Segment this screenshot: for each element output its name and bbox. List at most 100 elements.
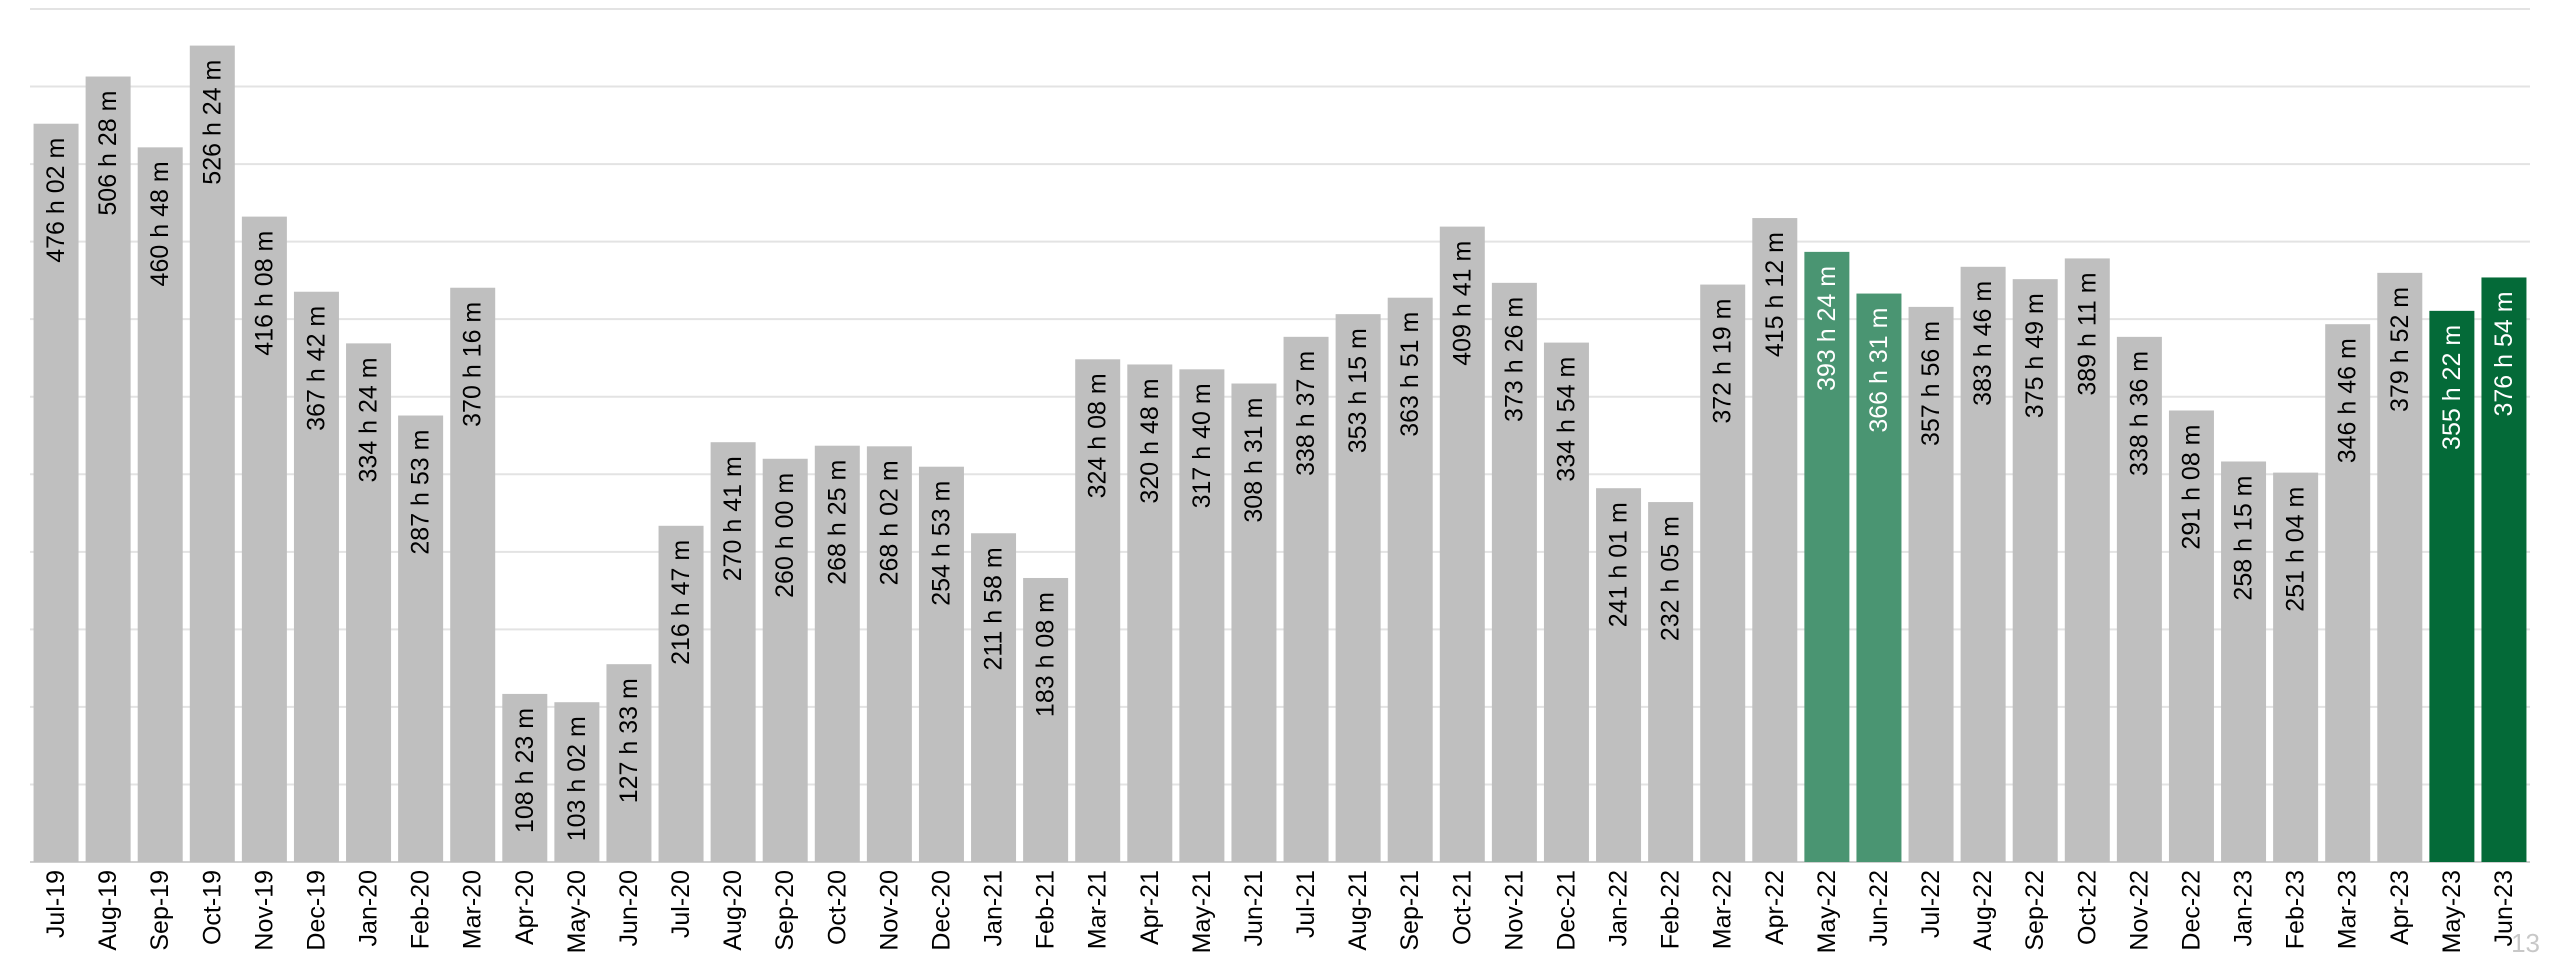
x-tick-label: Nov-20 xyxy=(875,870,903,951)
bar-value-label: 383 h 46 m xyxy=(1969,281,1997,406)
x-tick-label: May-23 xyxy=(2438,870,2466,953)
bar-sep-21 xyxy=(1387,297,1433,862)
bar-jul-20 xyxy=(658,525,704,862)
bar-value-label: 241 h 01 m xyxy=(1605,502,1633,627)
bar-jun-22 xyxy=(1856,293,1902,862)
bar-value-label: 268 h 25 m xyxy=(823,460,851,585)
bar-value-label: 108 h 23 m xyxy=(511,708,539,833)
bar-feb-22 xyxy=(1648,502,1694,862)
bar-jan-21 xyxy=(971,533,1017,862)
x-tick-label: Aug-22 xyxy=(1969,870,1997,951)
x-tick-label: Oct-19 xyxy=(198,870,226,945)
x-tick-label: Nov-21 xyxy=(1500,870,1528,951)
bar-may-23 xyxy=(2429,310,2475,863)
gridlines xyxy=(30,8,2530,863)
bar-value-label: 232 h 05 m xyxy=(1657,516,1685,641)
bar-feb-20 xyxy=(398,415,444,862)
bar-value-label: 393 h 24 m xyxy=(1813,266,1841,391)
bar-aug-19 xyxy=(85,76,131,863)
bar-value-label: 251 h 04 m xyxy=(2282,487,2310,612)
bar-value-label: 409 h 41 m xyxy=(1448,241,1476,366)
bar-value-label: 317 h 40 m xyxy=(1188,383,1216,508)
bar-sep-19 xyxy=(137,147,183,863)
x-tick-label: Dec-22 xyxy=(2177,870,2205,951)
bar-value-label: 211 h 58 m xyxy=(980,547,1008,670)
bar-nov-19 xyxy=(241,216,287,863)
x-tick-label: Jun-22 xyxy=(1865,870,1893,946)
bar-may-20 xyxy=(554,702,600,862)
bar-jun-23 xyxy=(2481,277,2527,862)
bar-dec-20 xyxy=(918,466,964,862)
bar-value-label: 338 h 37 m xyxy=(1292,351,1320,476)
x-tick-label: Aug-21 xyxy=(1344,870,1372,951)
x-tick-label: Aug-20 xyxy=(719,870,747,951)
x-tick-label: Aug-19 xyxy=(94,870,122,951)
bar-dec-22 xyxy=(2168,410,2214,862)
x-tick-label: Dec-21 xyxy=(1552,870,1580,951)
bar-value-label: 366 h 31 m xyxy=(1865,308,1893,433)
bar-jan-22 xyxy=(1596,488,1642,862)
bar-aug-21 xyxy=(1335,314,1381,862)
bar-value-label: 370 h 16 m xyxy=(459,302,487,427)
bar-value-label: 367 h 42 m xyxy=(302,306,330,431)
bar-value-label: 346 h 46 m xyxy=(2334,338,2362,463)
bar-value-label: 526 h 24 m xyxy=(198,60,226,185)
bar-nov-20 xyxy=(866,446,912,862)
bar-value-label: 324 h 08 m xyxy=(1084,373,1112,498)
x-tick-label: Feb-22 xyxy=(1657,870,1685,949)
bars xyxy=(33,45,2527,863)
x-tick-label: Feb-21 xyxy=(1032,870,1060,949)
bar-jan-23 xyxy=(2221,461,2267,862)
bar-value-label: 270 h 41 m xyxy=(719,456,747,581)
x-tick-label: Sep-19 xyxy=(146,870,174,951)
x-tick-label: Mar-22 xyxy=(1709,870,1737,949)
bar-mar-22 xyxy=(1700,284,1746,862)
bar-value-label: 389 h 11 m xyxy=(2073,272,2101,395)
bar-value-label: 416 h 08 m xyxy=(250,231,278,356)
bar-oct-22 xyxy=(2064,258,2110,862)
bar-nov-21 xyxy=(1491,282,1537,863)
bar-value-label: 258 h 15 m xyxy=(2230,475,2258,600)
x-tick-label: Nov-22 xyxy=(2125,870,2153,951)
bar-value-label: 183 h 08 m xyxy=(1032,592,1060,717)
x-tick-label: Oct-21 xyxy=(1448,870,1476,945)
x-tick-label: Dec-20 xyxy=(927,870,955,951)
bar-sep-20 xyxy=(762,458,808,862)
bar-jul-19 xyxy=(33,123,79,862)
bar-value-label: 320 h 48 m xyxy=(1136,378,1164,503)
bar-feb-23 xyxy=(2273,472,2319,862)
x-tick-label: Jun-21 xyxy=(1240,870,1268,946)
x-tick-label: Apr-23 xyxy=(2386,870,2414,945)
x-axis-tick-labels: Jul-19 Aug-19 Sep-19 Oct-19 Nov-19 Dec-19 Jan-… xyxy=(42,870,2518,953)
bar-may-22 xyxy=(1804,251,1850,862)
bar-value-label: 506 h 28 m xyxy=(94,91,122,216)
bar-jan-20 xyxy=(346,343,392,863)
bar-oct-20 xyxy=(814,445,860,862)
bar-feb-21 xyxy=(1023,577,1069,862)
bar-value-label: 260 h 00 m xyxy=(771,473,799,598)
x-tick-label: Mar-21 xyxy=(1084,870,1112,949)
bar-aug-20 xyxy=(710,442,756,862)
x-tick-label: Jan-21 xyxy=(980,870,1008,946)
x-tick-label: Jan-20 xyxy=(355,870,383,946)
bar-jul-22 xyxy=(1908,306,1954,862)
x-tick-label: Jun-20 xyxy=(615,870,643,946)
bar-oct-19 xyxy=(189,45,235,863)
x-tick-label: Apr-21 xyxy=(1136,870,1164,945)
bar-nov-22 xyxy=(2116,336,2162,862)
x-tick-label: Sep-22 xyxy=(2021,870,2049,951)
bar-value-label: 355 h 22 m xyxy=(2438,325,2466,450)
bar-value-label: 254 h 53 m xyxy=(927,481,955,606)
bar-value-label: 103 h 02 m xyxy=(563,716,591,841)
x-tick-label: Apr-20 xyxy=(511,870,539,945)
x-tick-label: Oct-22 xyxy=(2073,870,2101,945)
x-tick-label: Jul-22 xyxy=(1917,870,1945,938)
bar-value-label: 357 h 56 m xyxy=(1917,321,1945,446)
bar-mar-20 xyxy=(450,287,496,863)
bar-value-label: 291 h 08 m xyxy=(2177,424,2205,549)
x-tick-label: Feb-20 xyxy=(407,870,435,949)
bar-apr-22 xyxy=(1752,218,1798,862)
x-tick-label: May-21 xyxy=(1188,870,1216,953)
bar-value-label: 376 h 54 m xyxy=(2490,291,2518,416)
